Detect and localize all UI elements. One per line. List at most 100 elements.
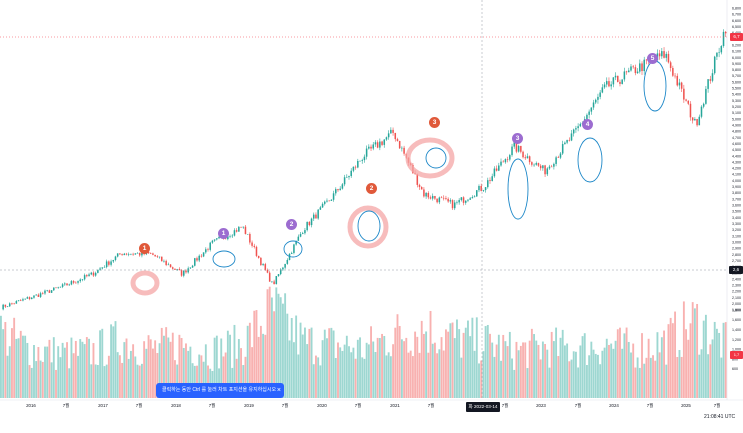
volume-bar bbox=[583, 333, 586, 398]
y-tick-label: 4,500 bbox=[732, 148, 741, 152]
volume-bar bbox=[337, 342, 339, 398]
candle-body bbox=[603, 84, 606, 88]
candle-body bbox=[553, 163, 555, 167]
volume-bar bbox=[339, 347, 342, 398]
volume-bar bbox=[442, 350, 445, 398]
volume-bar bbox=[244, 356, 247, 398]
volume-bar bbox=[304, 327, 306, 398]
marker-badge: 1 bbox=[139, 243, 150, 254]
volume-bar bbox=[103, 366, 106, 398]
candle-body bbox=[368, 146, 370, 149]
candle-body bbox=[396, 139, 399, 141]
volume-bar bbox=[634, 367, 637, 398]
volume-bar bbox=[722, 322, 725, 398]
x-tick-label: 2016 bbox=[26, 403, 36, 408]
volume-bar bbox=[456, 319, 458, 398]
volume-bar bbox=[614, 340, 617, 398]
candle-body bbox=[522, 151, 524, 158]
volume-bar bbox=[8, 346, 11, 398]
candle-body bbox=[537, 163, 540, 166]
candle-body bbox=[520, 145, 522, 152]
candle-body bbox=[612, 77, 615, 85]
volume-bar bbox=[528, 340, 531, 398]
candle-body bbox=[249, 233, 251, 243]
volume-bar bbox=[96, 365, 99, 398]
candle-body bbox=[550, 166, 553, 168]
candle-body bbox=[176, 269, 178, 270]
candle-body bbox=[482, 190, 485, 191]
volume-bar bbox=[275, 287, 278, 398]
candle-body bbox=[50, 290, 53, 293]
y-tick-label: 6,200 bbox=[732, 43, 741, 47]
volume-bar bbox=[389, 356, 392, 398]
close-icon[interactable]: × bbox=[276, 387, 281, 394]
candle-body bbox=[319, 207, 322, 210]
volume-bar bbox=[654, 360, 657, 398]
y-tick-label: 4,200 bbox=[732, 167, 741, 171]
candle-body bbox=[224, 238, 227, 240]
volume-bar bbox=[513, 369, 516, 398]
y-tick-label: 3,400 bbox=[732, 216, 741, 220]
candle-body bbox=[31, 297, 33, 300]
volume-bar bbox=[409, 350, 412, 398]
volume-bar bbox=[37, 347, 40, 398]
y-tick-label: 2,700 bbox=[732, 259, 741, 263]
volume-bar bbox=[724, 322, 727, 398]
volume-bar bbox=[643, 363, 646, 398]
candle-body bbox=[387, 133, 390, 138]
candle-body bbox=[469, 198, 471, 200]
candle-body bbox=[205, 249, 207, 253]
volume-bar bbox=[581, 336, 584, 398]
volume-bar bbox=[57, 346, 60, 398]
candle-body bbox=[116, 253, 119, 257]
volume-bar bbox=[352, 347, 355, 398]
volume-bar bbox=[129, 350, 132, 398]
candle-body bbox=[531, 162, 533, 165]
volume-bar bbox=[94, 364, 97, 398]
volume-bar bbox=[427, 352, 430, 398]
volume-bar bbox=[147, 335, 150, 398]
volume-bar bbox=[319, 365, 322, 398]
volume-bar bbox=[19, 330, 22, 398]
volume-bar bbox=[132, 344, 135, 398]
candle-body bbox=[667, 53, 670, 63]
volume-bar bbox=[348, 346, 350, 398]
candle-body bbox=[301, 233, 304, 235]
candle-body bbox=[634, 67, 637, 74]
volume-bar bbox=[361, 357, 364, 398]
volume-bar bbox=[46, 346, 49, 398]
volume-bar bbox=[105, 364, 108, 398]
candle-body bbox=[88, 274, 90, 277]
volume-bar bbox=[522, 342, 524, 398]
candle-body bbox=[462, 197, 465, 203]
candle-body bbox=[134, 253, 137, 255]
y-tick-label: 4,900 bbox=[732, 123, 741, 127]
candle-body bbox=[449, 200, 452, 202]
candle-body bbox=[277, 274, 280, 277]
volume-bar bbox=[17, 338, 20, 398]
candle-body bbox=[264, 264, 267, 270]
volume-bar bbox=[381, 333, 383, 398]
y-tick-label: 5,500 bbox=[732, 87, 741, 91]
volume-bar bbox=[385, 355, 388, 398]
volume-bar bbox=[418, 352, 421, 398]
volume-bar bbox=[524, 342, 527, 398]
candle-body bbox=[440, 197, 443, 199]
candle-body bbox=[436, 198, 438, 203]
volume-bar bbox=[268, 286, 271, 398]
candle-body bbox=[46, 290, 48, 291]
candle-body bbox=[279, 269, 282, 275]
candle-body bbox=[630, 66, 632, 71]
y-tick-label: 3,200 bbox=[732, 228, 741, 232]
volume-bar bbox=[215, 335, 218, 398]
candle-body bbox=[357, 160, 359, 168]
candle-body bbox=[101, 267, 104, 269]
red-highlight-circle bbox=[405, 137, 455, 179]
volume-bar bbox=[693, 308, 696, 398]
candle-body bbox=[136, 253, 139, 254]
volume-bar bbox=[451, 322, 454, 398]
volume-bar bbox=[500, 360, 502, 398]
candle-body bbox=[15, 301, 18, 304]
